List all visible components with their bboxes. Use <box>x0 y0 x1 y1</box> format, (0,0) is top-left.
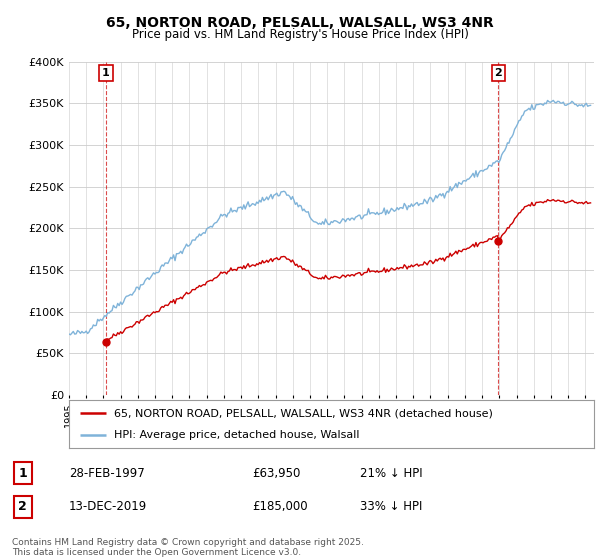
Text: HPI: Average price, detached house, Walsall: HPI: Average price, detached house, Wals… <box>113 430 359 440</box>
Text: 28-FEB-1997: 28-FEB-1997 <box>69 466 145 480</box>
Text: 21% ↓ HPI: 21% ↓ HPI <box>360 466 422 480</box>
Text: 65, NORTON ROAD, PELSALL, WALSALL, WS3 4NR: 65, NORTON ROAD, PELSALL, WALSALL, WS3 4… <box>106 16 494 30</box>
Text: 1: 1 <box>19 466 27 480</box>
Text: £63,950: £63,950 <box>252 466 301 480</box>
Text: 65, NORTON ROAD, PELSALL, WALSALL, WS3 4NR (detached house): 65, NORTON ROAD, PELSALL, WALSALL, WS3 4… <box>113 408 493 418</box>
Text: 2: 2 <box>494 68 502 78</box>
Text: 13-DEC-2019: 13-DEC-2019 <box>69 500 147 514</box>
Text: Contains HM Land Registry data © Crown copyright and database right 2025.
This d: Contains HM Land Registry data © Crown c… <box>12 538 364 557</box>
Text: £185,000: £185,000 <box>252 500 308 514</box>
Text: 33% ↓ HPI: 33% ↓ HPI <box>360 500 422 514</box>
Text: 2: 2 <box>19 500 27 514</box>
Text: 1: 1 <box>102 68 110 78</box>
Text: Price paid vs. HM Land Registry's House Price Index (HPI): Price paid vs. HM Land Registry's House … <box>131 28 469 41</box>
